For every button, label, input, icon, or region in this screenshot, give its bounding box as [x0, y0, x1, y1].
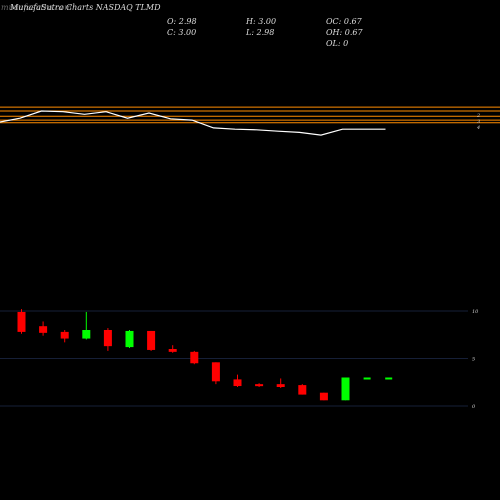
candle-body: [17, 311, 26, 332]
high-value: H: 3.00: [246, 17, 277, 26]
candle-body: [319, 392, 328, 401]
y-tick-label: 10: [472, 309, 479, 315]
y-tick-label: 5: [472, 357, 475, 363]
low-value: L: 2.98: [246, 28, 275, 37]
candle-body: [385, 377, 393, 380]
upper-right-label: 3: [477, 119, 480, 125]
upper-right-label: 4: [476, 125, 480, 131]
candle-body: [276, 384, 285, 387]
oc-value: OC: 0.67: [326, 17, 362, 26]
candle-body: [233, 379, 242, 387]
candle-body: [341, 377, 350, 401]
candle-body: [60, 331, 69, 339]
oh-value: OH: 0.67: [326, 28, 363, 37]
candle-body: [82, 330, 91, 339]
candle-body: [39, 326, 48, 333]
candle-body: [125, 330, 134, 348]
candle-body: [363, 377, 371, 380]
ol-value: OL: 0: [326, 39, 349, 48]
chart-title: MunafaSutra Charts NASDAQ TLMD: [10, 3, 161, 12]
y-tick-label: 0: [472, 404, 476, 410]
upper-right-label: 2: [476, 113, 480, 119]
candle-body: [298, 385, 307, 395]
candle-body: [211, 362, 220, 382]
candle-body: [147, 330, 156, 350]
close-value: C: 3.00: [167, 28, 197, 37]
open-value: O: 2.98: [167, 17, 197, 26]
watermark: munafasutra.com: [1, 3, 72, 12]
price-line: [0, 110, 386, 136]
candle-body: [103, 330, 112, 347]
candle-body: [255, 384, 264, 387]
candle-body: [168, 349, 177, 352]
candle-body: [190, 351, 199, 364]
